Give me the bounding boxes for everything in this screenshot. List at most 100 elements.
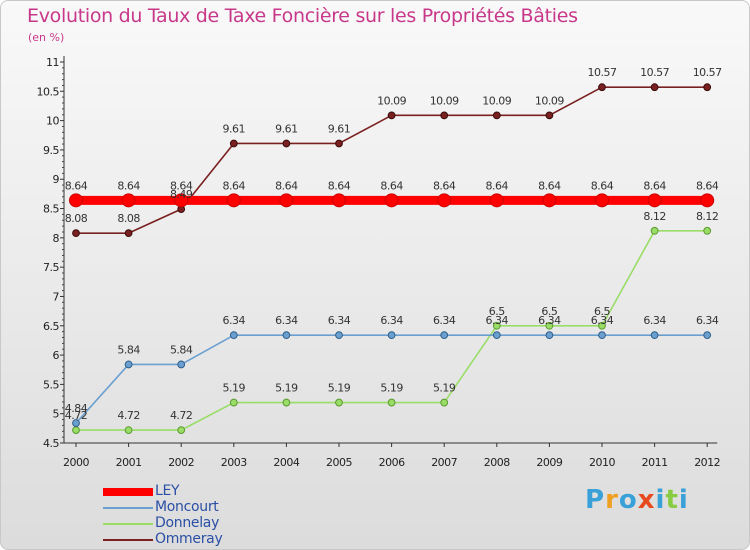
x-tick-label: 2004 [273, 456, 299, 469]
point-ley [121, 193, 136, 208]
legend-label: Moncourt [155, 499, 219, 515]
data-label-ommeray: 10.09 [377, 94, 406, 107]
point-ley [542, 193, 557, 208]
data-label-moncourt: 4.84 [65, 402, 88, 415]
legend-swatch [103, 507, 153, 509]
point-moncourt [492, 331, 501, 340]
point-moncourt [650, 331, 659, 340]
data-label-donnelay: 5.19 [223, 382, 246, 395]
data-label-ley: 8.64 [538, 179, 561, 192]
data-label-ley: 8.64 [486, 179, 509, 192]
point-ley [647, 193, 662, 208]
data-label-ley: 8.64 [433, 179, 456, 192]
point-ley [489, 193, 504, 208]
data-label-moncourt: 5.84 [170, 343, 193, 356]
data-label-ley: 8.64 [170, 179, 193, 192]
y-tick-label: 5 [53, 408, 60, 421]
point-donnelay [492, 321, 501, 330]
y-tick-label: 6.5 [43, 320, 59, 333]
data-label-donnelay: 6.5 [594, 305, 610, 318]
point-donnelay [282, 398, 291, 407]
data-label-ley: 8.64 [591, 179, 614, 192]
data-label-ommeray: 9.61 [275, 122, 298, 135]
point-moncourt [72, 419, 80, 427]
proxiti-logo: Proxiti [585, 485, 689, 515]
point-moncourt [282, 331, 291, 340]
x-tick-label: 2011 [642, 456, 668, 469]
x-tick-label: 2003 [221, 456, 247, 469]
legend-label: LEY [155, 483, 180, 499]
data-label-donnelay: 8.12 [696, 210, 719, 223]
chart-title: Evolution du Taux de Taxe Foncière sur l… [27, 5, 578, 27]
data-label-moncourt: 6.34 [643, 314, 666, 327]
data-label-ommeray: 10.09 [535, 94, 564, 107]
point-ommeray [124, 229, 133, 238]
point-ley [384, 193, 399, 208]
x-tick-label: 2012 [694, 456, 720, 469]
logo-letter: i [678, 485, 689, 515]
point-moncourt [335, 331, 343, 340]
y-tick-label: 11 [46, 56, 59, 69]
y-tick-label: 4.5 [43, 437, 59, 450]
point-ley [332, 193, 346, 208]
legend-swatch [103, 523, 153, 525]
x-tick-label: 2002 [168, 456, 194, 469]
point-moncourt [598, 331, 606, 340]
point-ommeray [492, 111, 501, 120]
legend-swatch [103, 539, 153, 541]
data-label-ommeray: 8.08 [65, 212, 88, 225]
point-moncourt [177, 360, 186, 369]
logo-letter: t [665, 485, 679, 515]
y-tick-label: 8.5 [43, 203, 59, 216]
x-tick-label: 2009 [536, 456, 562, 469]
data-label-donnelay: 4.72 [117, 409, 140, 422]
y-tick-label: 5.5 [43, 378, 59, 391]
logo-letter: r [605, 485, 619, 515]
data-label-moncourt: 6.34 [433, 314, 456, 327]
data-label-ommeray: 8.49 [170, 188, 193, 201]
point-ley [174, 193, 189, 208]
point-ommeray [72, 229, 80, 238]
y-tick-label: 7.5 [43, 261, 59, 274]
y-tick-label: 9 [53, 173, 60, 186]
point-donnelay [335, 398, 343, 407]
y-tick-label: 7 [53, 290, 60, 303]
data-label-ley: 8.64 [223, 179, 246, 192]
point-ley [279, 193, 294, 208]
data-label-moncourt: 6.34 [328, 314, 351, 327]
x-tick-label: 2005 [326, 456, 352, 469]
data-label-moncourt: 6.34 [591, 314, 614, 327]
point-donnelay [703, 226, 712, 235]
legend-swatch [103, 488, 153, 496]
data-label-ommeray: 9.61 [223, 122, 246, 135]
point-donnelay [650, 226, 659, 235]
point-ommeray [650, 83, 659, 92]
data-label-donnelay: 5.19 [275, 382, 298, 395]
x-tick-label: 2008 [484, 456, 510, 469]
point-ommeray [229, 139, 238, 148]
data-label-moncourt: 6.34 [275, 314, 298, 327]
y-tick-label: 6 [53, 349, 60, 362]
legend-label: Donnelay [155, 515, 220, 531]
y-tick-label: 9.5 [43, 144, 59, 157]
point-moncourt [545, 331, 554, 340]
point-ley [69, 193, 83, 208]
data-label-ommeray: 10.09 [430, 94, 459, 107]
logo-letter: o [618, 485, 638, 515]
point-ommeray [282, 139, 291, 148]
data-label-moncourt: 5.84 [117, 343, 140, 356]
point-donnelay [545, 321, 554, 330]
point-moncourt [440, 331, 449, 340]
data-label-ommeray: 8.08 [117, 212, 140, 225]
point-moncourt [124, 360, 133, 369]
point-moncourt [387, 331, 396, 340]
data-label-ommeray: 10.57 [693, 66, 722, 79]
point-ommeray [598, 83, 606, 92]
point-donnelay [72, 426, 80, 435]
logo-letter: i [655, 485, 666, 515]
chart-subtitle: (en %) [28, 31, 65, 44]
series-layer [69, 83, 715, 435]
data-label-moncourt: 6.34 [223, 314, 246, 327]
